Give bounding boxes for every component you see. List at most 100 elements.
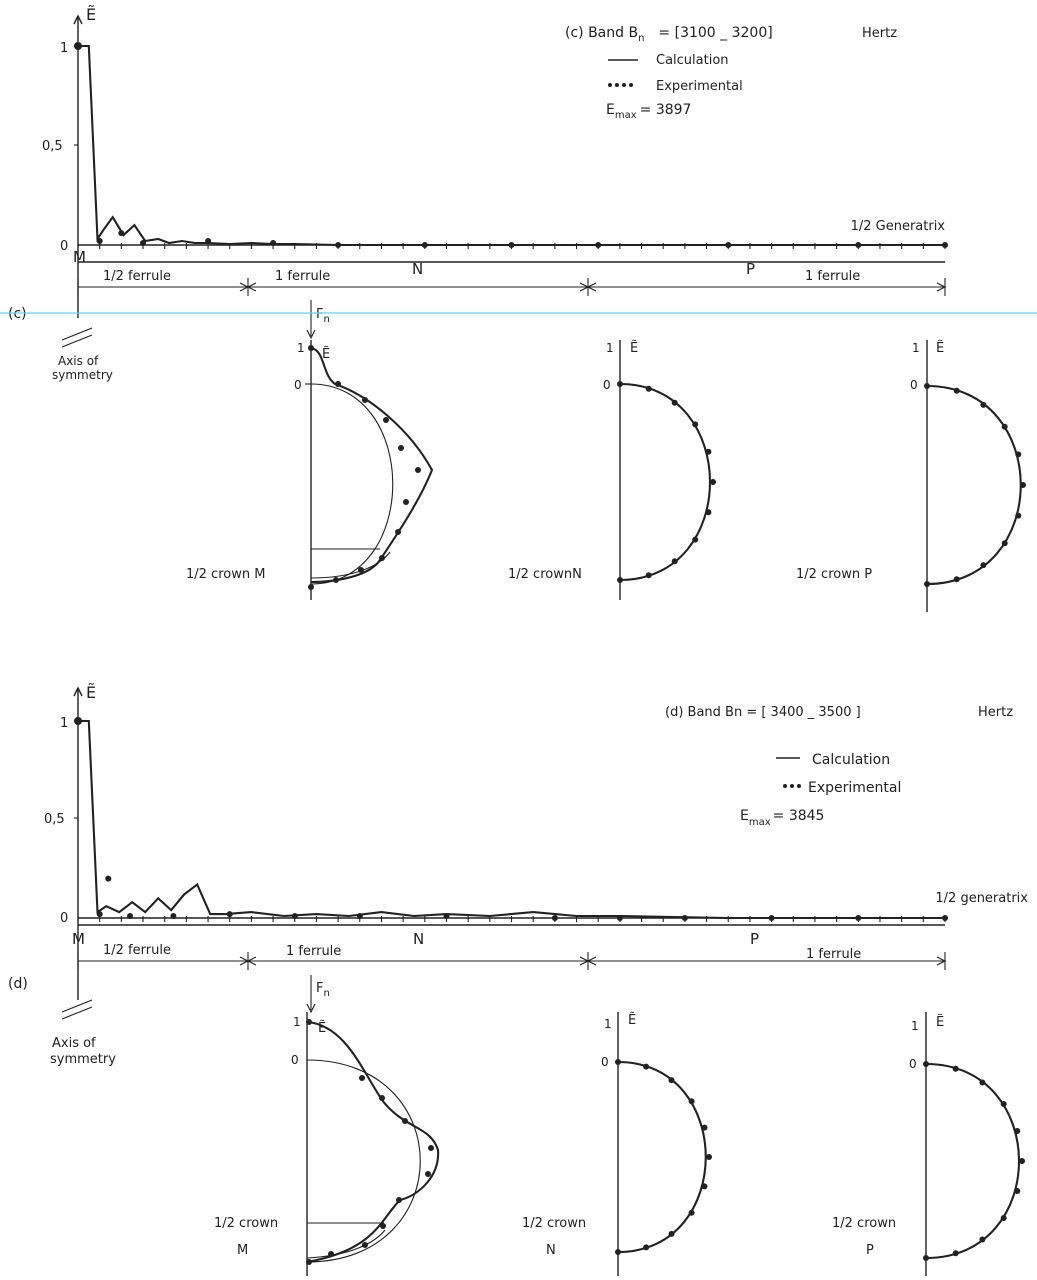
crown-experimental-point [643,1063,650,1070]
experimental-point [855,242,862,248]
c-x-axis-label: 1/2 Generatrix [851,219,946,234]
d-crown-N-exp-points [615,1059,712,1255]
d-crown-M-y-label: Ẽ [318,1020,326,1036]
crown-experimental-point [701,1183,708,1190]
d-y-tick-0: 0 [60,911,68,926]
crown-experimental-point [1000,1215,1007,1221]
c-point-M: M [73,248,86,266]
d-experimental-points [74,717,948,921]
d-arrowhead-2 [246,956,257,966]
crown-experimental-point [671,558,678,565]
c-crown-N-exp-points [617,381,716,583]
d-crowns: Fn 1 Ẽ 0 1/2 crown M 1 Ẽ 0 1/2 crown N [214,975,1025,1276]
crown-experimental-point [1000,1101,1007,1107]
d-crown-N: 1 Ẽ 0 1/2 crown N [522,1012,712,1276]
c-calculation-line [78,44,945,247]
d-y-tick-05: 0,5 [44,812,65,827]
d-crown-N-y-zero: 0 [601,1055,609,1069]
c-symmetry-mark-2 [61,334,93,348]
crown-experimental-point [688,1098,695,1105]
d-crown-M-label: 1/2 crown [214,1216,278,1231]
c-symmetry-label-2: symmetry [52,368,113,382]
c-span-label-1: 1/2 ferrule [103,269,171,284]
crown-experimental-point [617,381,623,387]
d-crown-M-y-zero: 0 [291,1053,299,1067]
d-y-tick-1: 1 [60,716,68,731]
c-crown-P-exp-points [924,383,1026,587]
d-crown-P: 1 Ẽ 0 1/2 crown P [832,1012,1025,1276]
d-panel-label: (d) [8,976,28,992]
crown-experimental-point [924,581,930,587]
crown-experimental-point [980,562,987,569]
d-arrowhead-5 [936,956,947,966]
experimental-point [942,242,948,248]
c-point-N: N [412,260,423,278]
panel-d: Ẽ 1 0,5 0 1/2 generatrix M N P 1/2 ferru… [8,683,1028,1067]
d-crown-N-calc-curve [617,1060,707,1254]
crown-experimental-point [952,1250,959,1257]
experimental-point [270,240,277,246]
crown-experimental-point [1020,482,1026,488]
c-crown-P-calc-curve [926,384,1022,586]
d-crown-P-y-label: Ẽ [936,1014,944,1030]
d-crown-P-y-zero: 0 [909,1057,917,1071]
c-crowns: Fn 1 Ẽ 0 1/2 crown M 1 Ẽ 0 1/2 crownN [186,300,1026,612]
d-legend-dots-swatch [783,784,801,788]
d-crown-M-exp-points [306,1019,434,1265]
c-y-tick-05: 0,5 [42,139,63,154]
crown-experimental-point [710,479,716,485]
c-crown-N-y-label: Ẽ [630,340,638,356]
d-point-N: N [413,930,424,948]
c-panel-label: (c) [8,306,27,322]
c-arrowhead-2 [246,282,257,292]
c-crown-N-y-top: 1 [606,341,614,355]
d-crown-N-label-point: N [546,1243,556,1258]
d-arrowhead-4 [586,956,597,966]
c-crown-N-y-zero: 0 [603,378,611,392]
d-title: (d) Band Bn = [ 3400 _ 3500 ] [665,705,861,720]
experimental-point [118,230,125,237]
experimental-point [942,915,948,921]
c-y-tick-0: 0 [60,239,68,254]
crown-experimental-point [645,385,652,392]
c-force-arrowhead [306,329,316,340]
experimental-point [127,913,133,919]
c-legend-dots-swatch [608,83,633,87]
c-legend-exp: Experimental [656,79,743,94]
experimental-point [725,242,732,248]
experimental-point [74,42,82,50]
d-symmetry-mark-1 [61,999,93,1013]
c-arrowhead-5 [936,282,947,292]
c-symmetry-label-1: Axis of [58,354,99,368]
crown-experimental-point [668,1077,675,1084]
c-legend-calc: Calculation [656,53,729,68]
crown-experimental-point [923,1255,929,1261]
c-crown-P-y-zero: 0 [910,378,918,392]
crown-experimental-point [979,1079,986,1086]
d-x-axis-label: 1/2 generatrix [935,891,1028,906]
c-crown-M-reference-arc [310,383,394,585]
d-crown-M-lower-arc [306,1229,386,1259]
d-crown-M-label-point: M [237,1243,248,1258]
experimental-point [443,913,450,919]
experimental-point [595,242,602,248]
c-force-label: Fn [316,307,330,325]
crown-experimental-point [1001,540,1008,547]
c-y-axis-label: Ẽ [86,5,96,24]
d-symmetry-label-1: Axis of [52,1036,96,1051]
c-point-P: P [746,260,755,278]
experimental-point [356,913,363,919]
d-emax: Emax = 3845 [740,808,824,828]
crown-experimental-point [668,1230,675,1237]
experimental-point [226,911,233,918]
c-crown-M-y-zero: 0 [294,378,302,392]
c-span-label-3: 1 ferrule [805,269,860,284]
d-crown-P-y-top: 1 [911,1019,919,1033]
c-crown-P-label: 1/2 crown P [796,567,872,582]
d-span-label-3: 1 ferrule [806,947,861,962]
experimental-point [335,242,342,248]
d-calculation-line [78,719,945,920]
d-crown-P-label: 1/2 crown [832,1216,896,1231]
c-emax: Emax = 3897 [606,102,691,121]
crown-experimental-point [953,576,960,583]
